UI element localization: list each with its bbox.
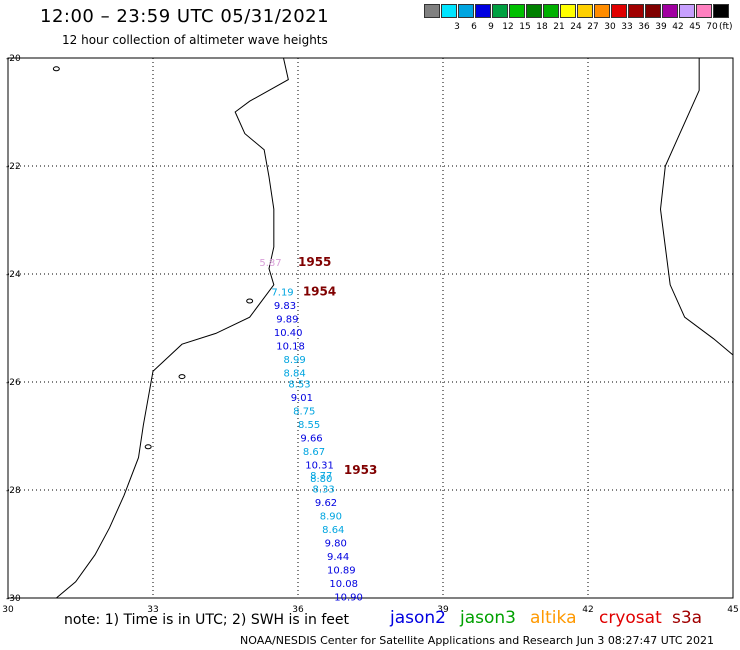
legend-label: 27 <box>587 22 599 32</box>
legend-swatch <box>441 4 457 18</box>
wave-height-label: 9.44 <box>327 552 349 563</box>
legend-label: 33 <box>621 22 633 32</box>
wave-height-label: 9.62 <box>315 498 337 509</box>
map-title: 12:00 – 23:59 UTC 05/31/2021 <box>40 6 330 27</box>
wave-height-label: 10.31 <box>305 460 334 471</box>
wave-height-label: 5.87 <box>259 258 281 269</box>
wave-height-label: 8.64 <box>322 525 344 536</box>
satellite-name: s3a <box>672 608 703 628</box>
legend-swatch <box>424 4 440 18</box>
legend-label: 3 <box>454 22 460 32</box>
legend-swatch <box>679 4 695 18</box>
legend-swatch <box>526 4 542 18</box>
legend-swatch <box>628 4 644 18</box>
legend-label: 24 <box>570 22 582 32</box>
map-frame <box>7 57 734 599</box>
coastal-island <box>246 298 254 304</box>
legend-label: 21 <box>553 22 565 32</box>
legend-swatch <box>696 4 712 18</box>
wave-height-label: 9.80 <box>325 539 347 550</box>
satellite-name: altika <box>530 608 577 628</box>
track-time-label: 1954 <box>303 285 336 299</box>
legend-label: 9 <box>488 22 494 32</box>
lat-tick-label: -30 <box>6 594 21 604</box>
madagascar-coastline <box>659 58 734 356</box>
track-time-label: 1955 <box>298 255 331 269</box>
legend-swatch <box>475 4 491 18</box>
footer-note: note: 1) Time is in UTC; 2) SWH is in fe… <box>64 612 350 628</box>
legend-label: 12 <box>502 22 514 32</box>
coastal-island <box>144 444 152 450</box>
legend-label: 6 <box>471 22 477 32</box>
legend-swatch <box>509 4 525 18</box>
lon-tick-label: 30 <box>2 605 14 615</box>
wave-height-label: 10.40 <box>274 328 303 339</box>
wave-height-label: 10.89 <box>327 566 356 577</box>
lon-tick-label: 36 <box>292 605 304 615</box>
lat-tick-label: -24 <box>6 270 21 280</box>
legend-label: 45 <box>689 22 701 32</box>
wave-height-label: 8.53 <box>288 379 310 390</box>
lon-tick-label: 42 <box>582 605 593 615</box>
legend-swatch <box>594 4 610 18</box>
lon-tick-label: 39 <box>437 605 449 615</box>
lon-tick-label: 45 <box>727 605 738 615</box>
legend-label: 18 <box>536 22 548 32</box>
legend-swatch <box>492 4 508 18</box>
lon-tick-label: 33 <box>147 605 158 615</box>
wave-height-label: 10.08 <box>329 579 358 590</box>
wave-height-label: 9.66 <box>300 433 322 444</box>
wave-height-label: 9.01 <box>291 393 313 404</box>
coastal-island <box>178 374 186 380</box>
wave-height-label: 8.90 <box>320 512 342 523</box>
lat-tick-label: -28 <box>6 486 21 496</box>
legend-swatch <box>713 4 729 18</box>
legend-label: 36 <box>638 22 650 32</box>
wave-height-label: 8.75 <box>293 406 315 417</box>
lat-tick-label: -22 <box>6 162 21 172</box>
wave-height-label: 8.67 <box>303 447 325 458</box>
legend-unit: (ft) <box>719 22 733 32</box>
wave-height-label: 8.80 <box>310 474 332 485</box>
wave-height-label: 8.99 <box>284 355 306 366</box>
wave-height-label: 8.55 <box>298 420 320 431</box>
legend-label: 42 <box>672 22 684 32</box>
wave-height-label: 10.18 <box>276 342 305 353</box>
wave-height-label: 9.83 <box>274 301 296 312</box>
lat-tick-label: -26 <box>6 378 21 388</box>
africa-coastline <box>56 57 289 599</box>
legend-swatch <box>543 4 559 18</box>
satellite-name: cryosat <box>599 608 662 628</box>
wave-height-label: 8.33 <box>313 485 335 496</box>
wave-height-label: 9.89 <box>276 315 298 326</box>
legend-swatch <box>645 4 661 18</box>
map-subtitle: 12 hour collection of altimeter wave hei… <box>62 33 328 47</box>
legend-label: 30 <box>604 22 616 32</box>
lat-tick-label: -20 <box>6 54 21 64</box>
satellite-name: jason2 <box>390 608 446 628</box>
legend-swatch <box>458 4 474 18</box>
wave-height-label: 8.77 <box>310 471 332 482</box>
wave-height-label: 8.84 <box>284 369 306 380</box>
satellite-name: jason3 <box>460 608 516 628</box>
legend-swatch <box>662 4 678 18</box>
legend-label: 70 <box>706 22 718 32</box>
legend-swatch <box>577 4 593 18</box>
coastal-island <box>52 66 60 72</box>
wave-height-label: 10.90 <box>334 593 363 604</box>
legend-swatch <box>560 4 576 18</box>
track-time-label: 1953 <box>344 463 377 477</box>
legend-swatch <box>611 4 627 18</box>
wave-height-label: 7.19 <box>271 288 293 299</box>
legend-label: 15 <box>519 22 531 32</box>
legend-label: 39 <box>655 22 667 32</box>
credit-line: NOAA/NESDIS Center for Satellite Applica… <box>240 634 715 647</box>
